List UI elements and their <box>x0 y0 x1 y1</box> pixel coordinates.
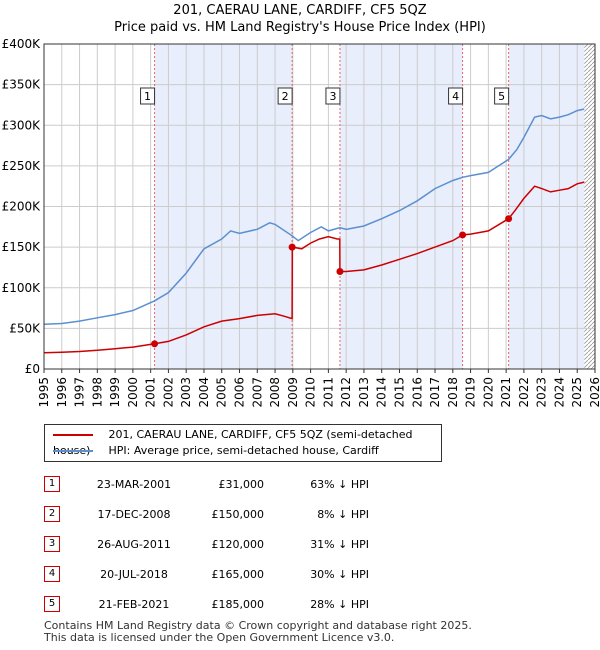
x-tick-label: 2001 <box>144 377 158 408</box>
transaction-number: 4 <box>44 566 60 582</box>
transaction-hpi: 28% ↓ HPI <box>310 598 369 611</box>
footer-line1: Contains HM Land Registry data © Crown c… <box>44 619 472 632</box>
chart-title: 201, CAERAU LANE, CARDIFF, CF5 5QZ Price… <box>0 2 600 36</box>
x-tick-label: 2019 <box>464 377 478 408</box>
x-tick-label: 2014 <box>375 377 389 408</box>
y-tick-label: £50K <box>9 321 41 335</box>
x-tick-label: 2017 <box>428 377 442 408</box>
y-tick-label: £200K <box>2 200 42 214</box>
table-row: 3 26-AUG-2011 £120,000 31% ↓ HPI <box>44 536 444 554</box>
legend-item-hpi: HPI: Average price, semi-detached house,… <box>53 443 379 459</box>
sale-marker-box <box>494 87 510 105</box>
x-tick-label: 2024 <box>552 377 566 408</box>
transaction-price: £185,000 <box>211 598 265 611</box>
footer-attribution: Contains HM Land Registry data © Crown c… <box>44 620 472 644</box>
x-tick-label: 2008 <box>268 377 282 408</box>
x-tick-label: 1999 <box>108 377 122 408</box>
sale-point <box>336 268 344 275</box>
transaction-hpi: 8% ↓ HPI <box>317 508 369 521</box>
legend-label-hpi: HPI: Average price, semi-detached house,… <box>108 444 379 457</box>
x-tick-label: 2012 <box>339 377 353 408</box>
x-tick-label: 2000 <box>126 377 140 408</box>
transaction-price: £165,000 <box>211 568 265 581</box>
x-tick-label: 2025 <box>570 377 584 408</box>
table-row: 1 23-MAR-2001 £31,000 63% ↓ HPI <box>44 476 444 494</box>
x-tick-label: 2022 <box>517 377 531 408</box>
x-tick-label: 2023 <box>535 377 549 408</box>
footer-line2: This data is licensed under the Open Gov… <box>44 631 395 644</box>
transaction-date: 20-JUL-2018 <box>100 568 168 581</box>
x-tick-label: 1995 <box>37 377 51 408</box>
transaction-price: £31,000 <box>218 478 265 491</box>
x-tick-label: 2013 <box>357 377 371 408</box>
y-tick-label: £350K <box>2 78 42 92</box>
property-price-line <box>43 181 585 354</box>
x-tick-label: 2018 <box>446 377 460 408</box>
x-tick-label: 1996 <box>55 377 69 408</box>
x-tick-label: 2026 <box>588 377 600 408</box>
table-row: 2 17-DEC-2008 £150,000 8% ↓ HPI <box>44 506 444 524</box>
x-tick-label: 2004 <box>197 377 211 408</box>
sale-marker-label: 3 <box>329 90 336 103</box>
x-tick-label: 2016 <box>410 377 424 408</box>
x-tick-label: 2009 <box>286 377 300 408</box>
transaction-date: 17-DEC-2008 <box>97 508 171 521</box>
transaction-date: 21-FEB-2021 <box>98 598 170 611</box>
transaction-number: 3 <box>44 536 60 552</box>
sale-point <box>459 231 467 239</box>
sale-point <box>288 243 296 251</box>
sale-point <box>151 340 159 348</box>
hpi-line <box>43 108 585 326</box>
sale-marker-box <box>325 87 341 105</box>
plot-border <box>43 43 596 370</box>
transaction-hpi: 63% ↓ HPI <box>310 478 369 491</box>
transaction-price: £150,000 <box>211 508 265 521</box>
sale-marker-box <box>448 87 464 105</box>
x-tick-label: 2003 <box>179 377 193 408</box>
sale-marker-label: 4 <box>452 90 459 103</box>
legend-swatch-property <box>53 434 93 436</box>
x-tick-label: 1998 <box>90 377 104 408</box>
x-tick-label: 2011 <box>321 377 335 408</box>
x-tick-label: 2002 <box>161 377 175 408</box>
table-row: 5 21-FEB-2021 £185,000 28% ↓ HPI <box>44 596 444 614</box>
transaction-date: 26-AUG-2011 <box>97 538 171 551</box>
y-tick-label: £100K <box>2 281 42 295</box>
transaction-date: 23-MAR-2001 <box>96 478 172 491</box>
x-tick-label: 1997 <box>73 377 87 408</box>
sale-marker-label: 2 <box>282 90 289 103</box>
legend-item-property: 201, CAERAU LANE, CARDIFF, CF5 5QZ (semi… <box>53 427 441 457</box>
x-tick-label: 2021 <box>499 377 513 408</box>
y-tick-label: £300K <box>2 118 42 132</box>
table-row: 4 20-JUL-2018 £165,000 30% ↓ HPI <box>44 566 444 584</box>
transaction-hpi: 31% ↓ HPI <box>310 538 369 551</box>
x-tick-label: 2005 <box>215 377 229 408</box>
sale-point <box>505 215 513 223</box>
transaction-hpi: 30% ↓ HPI <box>310 568 369 581</box>
transaction-number: 5 <box>44 596 60 612</box>
price-chart: 1 2 3 4 5 £0 £50K £100K £150K £200K £250K £300K £35… <box>2 37 600 408</box>
transaction-number: 2 <box>44 506 60 522</box>
sale-marker-label: 5 <box>498 90 505 103</box>
x-tick-label: 2007 <box>250 377 264 408</box>
transaction-price: £120,000 <box>211 538 265 551</box>
chart-title-line1: 201, CAERAU LANE, CARDIFF, CF5 5QZ <box>173 3 427 18</box>
legend: 201, CAERAU LANE, CARDIFF, CF5 5QZ (semi… <box>44 424 442 462</box>
chart-title-line2: Price paid vs. HM Land Registry's House … <box>114 20 486 35</box>
x-tick-label: 2010 <box>304 377 318 408</box>
sale-marker-label: 1 <box>144 90 151 103</box>
x-tick-label: 2006 <box>233 377 247 408</box>
sale-marker-box <box>140 87 156 105</box>
x-tick-label: 2015 <box>392 377 406 408</box>
y-tick-label: £250K <box>2 159 42 173</box>
y-tick-label: £150K <box>2 240 42 254</box>
sale-marker-box <box>277 87 293 105</box>
y-tick-label: £0 <box>25 362 40 376</box>
y-tick-label: £400K <box>2 37 42 51</box>
legend-swatch-hpi <box>53 450 93 452</box>
transaction-number: 1 <box>44 476 60 492</box>
x-tick-label: 2020 <box>481 377 495 408</box>
